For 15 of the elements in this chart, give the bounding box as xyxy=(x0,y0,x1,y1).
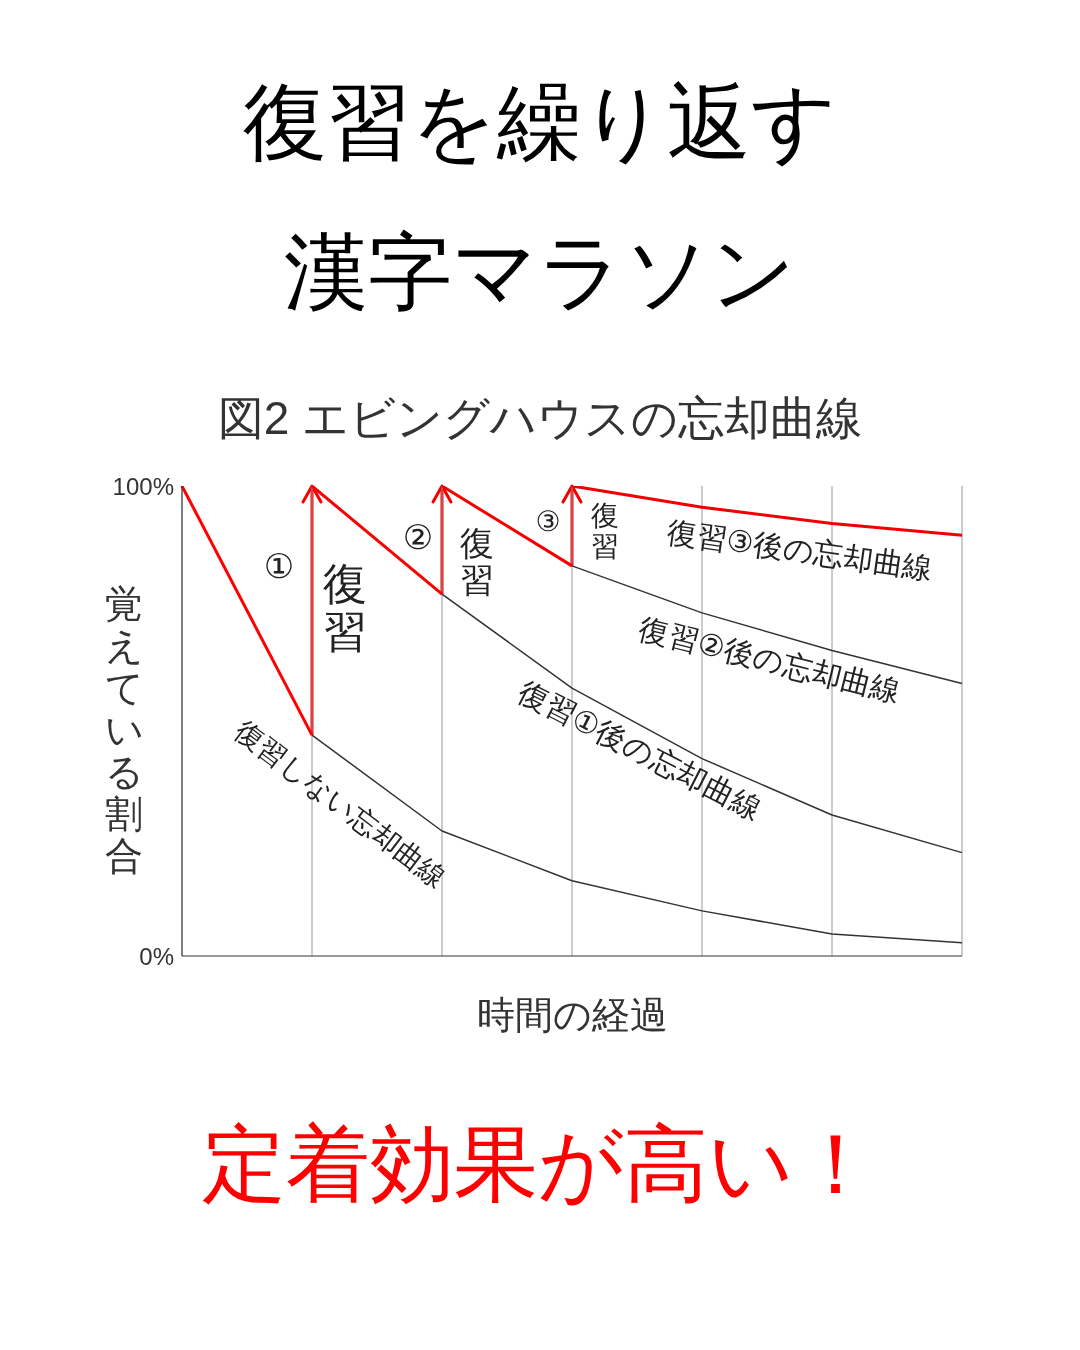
annotation: 復習 xyxy=(591,500,619,563)
annotation: ② xyxy=(402,518,434,557)
x-axis-title: 時間の経過 xyxy=(475,993,669,1038)
y-axis-title: 覚えている割合 xyxy=(103,583,145,877)
annotation: ③ xyxy=(535,505,561,537)
annotation: ① xyxy=(263,547,295,586)
annotation: 復習③後の忘却曲線 xyxy=(665,515,935,585)
annotation: 復習 xyxy=(323,558,367,657)
text: 定着効果が高い！ xyxy=(202,1117,878,1211)
y-tick-label: 100% xyxy=(112,472,174,500)
annotation: 復習しない忘却曲線 xyxy=(229,715,452,894)
y-tick-label: 0% xyxy=(139,942,174,970)
annotation: 復習 xyxy=(460,523,494,600)
chart-title: 復習を繰り返す漢字マラソン xyxy=(242,75,838,321)
chart-subtitle: 図2 エビングハウスの忘却曲線 xyxy=(216,391,864,446)
